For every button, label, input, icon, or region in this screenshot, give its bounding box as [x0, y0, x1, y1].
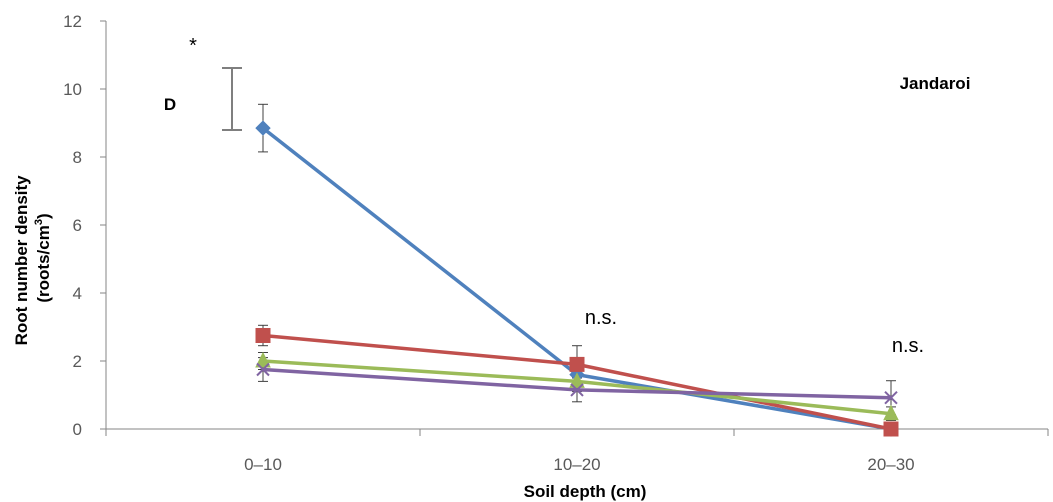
y-tick-label: 0: [73, 420, 82, 439]
lsd-label: D: [164, 95, 176, 114]
data-point-s4-2: [570, 383, 584, 397]
group-label-10-20: n.s.: [585, 307, 617, 329]
y-axis-unit-prefix: (roots/cm: [34, 225, 53, 302]
y-tick-label: 2: [73, 352, 82, 371]
y-axis-unit-suffix: ): [34, 213, 53, 219]
lsd-bar: [222, 67, 242, 131]
data-point-s3-1: [255, 351, 271, 368]
x-tick-label: 10–20: [553, 455, 600, 474]
y-tick-label: 12: [63, 12, 82, 31]
data-point-s2-3: [883, 421, 899, 437]
data-point-s3-2: [569, 372, 585, 388]
annotations: * D Jandaroi n.s. n.s.: [164, 35, 971, 357]
data-point-s4-3: [884, 391, 898, 405]
y-axis-unit-sup: 3: [33, 219, 45, 225]
y-axis-title-line2: (roots/cm3): [33, 213, 53, 302]
data-point-s2-2: [569, 356, 585, 372]
y-tick-label: 10: [63, 80, 82, 99]
group-label-20-30: n.s.: [892, 335, 924, 357]
data-point-s1-1: [255, 120, 271, 136]
data-point-s2-1: [255, 328, 271, 343]
series-markers: [255, 120, 899, 437]
x-ticks: 0–10 10–20 20–30: [105, 429, 1049, 474]
y-axis-title: Root number density (roots/cm3): [12, 171, 53, 346]
y-tick-label: 4: [73, 284, 82, 303]
site-label: Jandaroi: [900, 74, 971, 93]
lsd-star: *: [189, 35, 197, 57]
data-point-s4-1: [256, 362, 270, 377]
y-axis-title-line1: Root number density: [12, 175, 31, 346]
y-tick-label: 8: [73, 148, 82, 167]
x-tick-label: 20–30: [867, 455, 914, 474]
data-point-s3-3: [883, 404, 899, 421]
y-tick-label: 6: [73, 216, 82, 235]
x-axis-title: Soil depth (cm): [524, 482, 647, 501]
y-ticks: 0 2 4 6 8 10 12: [63, 12, 106, 439]
x-tick-label: 0–10: [244, 455, 282, 474]
